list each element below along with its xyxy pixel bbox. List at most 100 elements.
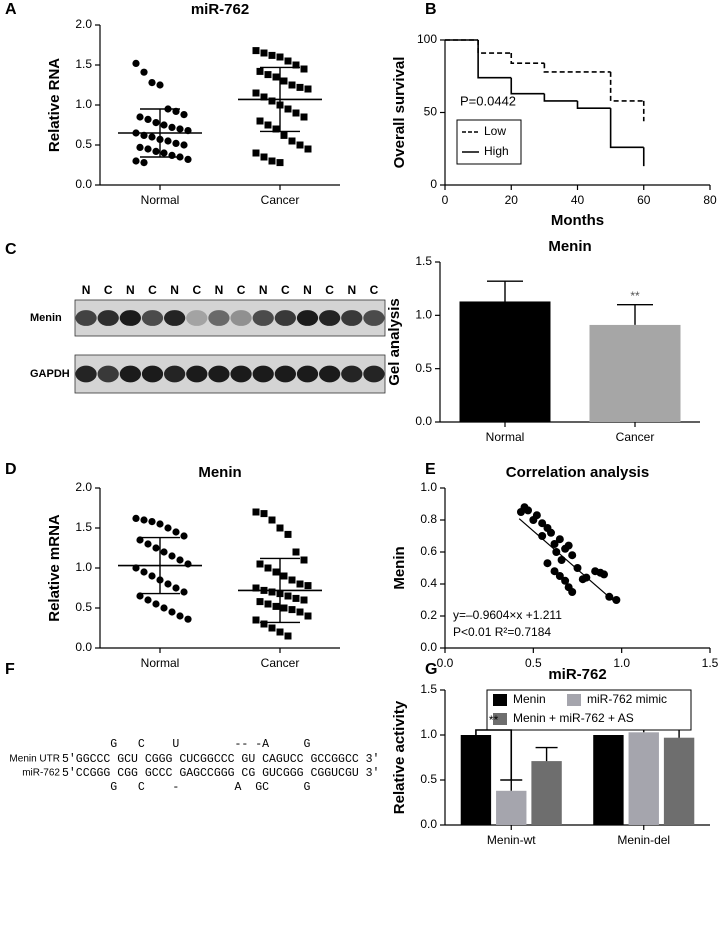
y-tick-label: 0 <box>430 177 437 191</box>
chart-title: Menin <box>198 464 241 481</box>
data-point <box>573 564 582 572</box>
data-point <box>148 133 156 141</box>
data-point <box>252 616 260 624</box>
x-tick-label: 1.0 <box>613 656 630 670</box>
data-point <box>164 137 172 145</box>
data-point <box>288 576 296 584</box>
significance: ** <box>489 713 499 727</box>
x-tick-label: Normal <box>141 193 180 207</box>
data-point <box>284 632 292 640</box>
data-point <box>152 600 160 608</box>
lane-label: N <box>215 283 224 297</box>
blot-band <box>230 310 252 326</box>
y-axis-label: Relative mRNA <box>46 514 63 622</box>
y-tick-label: 1.5 <box>415 254 432 268</box>
panel-letter: D <box>5 461 17 478</box>
legend-swatch <box>493 713 507 725</box>
survival-step <box>609 71 644 102</box>
y-tick-label: 0.0 <box>415 414 432 428</box>
data-point <box>264 71 272 79</box>
data-point <box>252 584 260 592</box>
sd-bar <box>260 557 300 624</box>
y-axis-label: Menin <box>391 546 408 589</box>
data-point <box>547 528 555 537</box>
data-point <box>164 580 172 588</box>
annotation: y=–0.9604×x +1.211 <box>453 608 562 622</box>
data-point <box>555 535 564 544</box>
bar <box>628 732 659 825</box>
lane-label: C <box>192 283 201 297</box>
x-tick-label: 40 <box>571 193 585 207</box>
panel-letter: E <box>425 461 436 478</box>
blot-band <box>75 365 97 383</box>
lane-label: N <box>303 283 312 297</box>
data-point <box>568 588 577 596</box>
error-bar <box>617 303 653 325</box>
legend-label: Menin + miR-762 + AS <box>513 711 634 725</box>
data-point <box>284 530 292 538</box>
lane-label: N <box>126 283 135 297</box>
data-point <box>296 141 304 149</box>
data-point <box>132 514 140 523</box>
y-tick-label: 0.0 <box>75 177 92 191</box>
blot-band <box>296 310 319 326</box>
data-point <box>268 97 276 105</box>
data-point <box>276 524 284 532</box>
bulge-row: G C - A GC G <box>62 781 311 794</box>
data-point <box>160 604 168 612</box>
data-point <box>180 588 188 596</box>
data-point <box>550 540 559 548</box>
blot-band <box>341 365 363 383</box>
x-tick-label: 60 <box>637 193 651 207</box>
data-point <box>144 596 152 604</box>
blot-band <box>119 310 141 326</box>
data-point <box>264 600 272 608</box>
y-tick-label: 0.6 <box>420 544 437 558</box>
trend-line <box>518 518 617 604</box>
data-point <box>140 568 148 576</box>
data-point <box>272 73 280 81</box>
data-point <box>172 139 180 147</box>
data-point <box>256 117 264 125</box>
x-tick-label: 1.5 <box>702 656 719 670</box>
survival-step <box>609 108 644 149</box>
data-point <box>180 532 188 540</box>
blot-band <box>97 365 119 383</box>
data-point <box>300 65 308 73</box>
panel-letter: F <box>5 661 15 678</box>
data-point <box>148 79 156 87</box>
data-point <box>184 155 192 163</box>
error-bar <box>487 280 523 302</box>
y-tick-label: 100 <box>417 32 437 46</box>
sequence: 5′CCGGG CGG GCCC GAGCCGGG CG GUCGGG CGGU… <box>62 767 379 780</box>
y-tick-label: 0.0 <box>420 817 437 831</box>
data-point <box>172 528 180 536</box>
blot-band <box>230 365 252 383</box>
data-point <box>160 548 168 556</box>
bar <box>531 761 562 825</box>
data-point <box>176 556 184 564</box>
data-point <box>292 548 300 556</box>
data-point <box>304 85 312 93</box>
data-point <box>600 570 608 579</box>
data-point <box>144 540 152 548</box>
x-tick-label: 80 <box>703 193 717 207</box>
survival-step <box>543 93 578 102</box>
y-tick-label: 1.0 <box>420 727 437 741</box>
data-point <box>184 560 192 568</box>
data-point <box>300 113 308 121</box>
data-point <box>144 115 152 123</box>
lane-label: C <box>370 283 379 297</box>
data-point <box>260 49 268 57</box>
chart-title: miR-762 <box>191 1 249 18</box>
lane-label: N <box>170 283 179 297</box>
data-point <box>284 105 292 113</box>
survival-step <box>510 77 545 95</box>
data-point <box>148 572 156 580</box>
data-point <box>260 93 268 101</box>
blot-band <box>363 365 385 383</box>
data-point <box>132 59 140 67</box>
data-point <box>148 518 156 526</box>
panel-letter: C <box>5 241 17 258</box>
